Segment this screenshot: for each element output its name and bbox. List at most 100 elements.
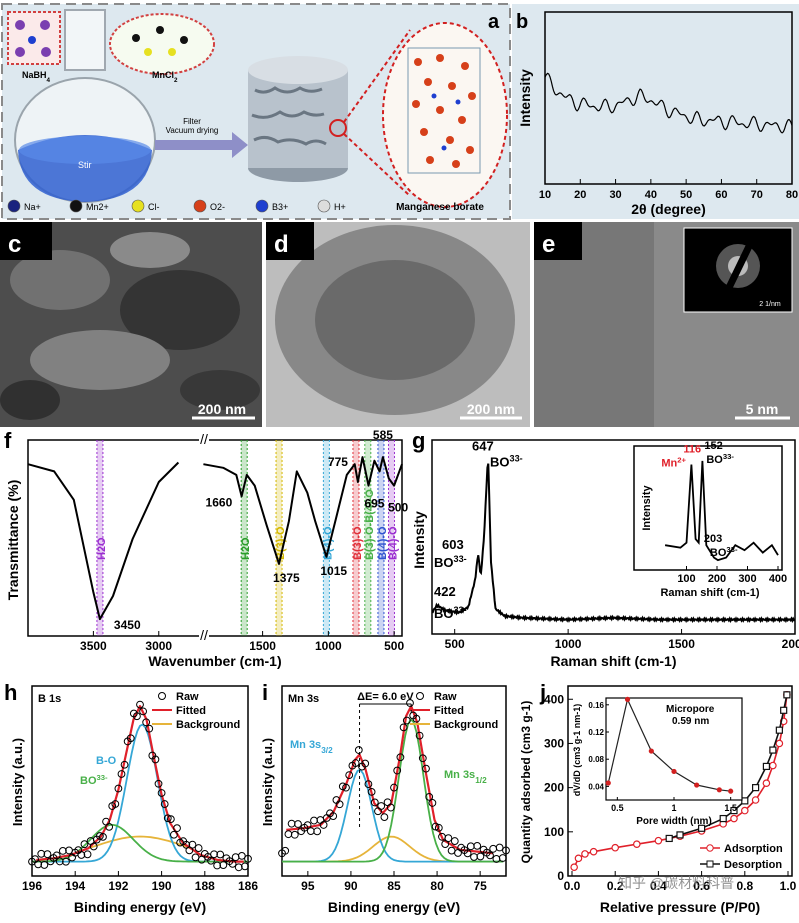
isotherm-point-0-14 [769,761,777,770]
raw-point-panel-i-40 [406,699,414,707]
mncl2-molecule [132,26,188,56]
isotherm-point-1-3 [769,746,777,754]
x-tick-label-g-1: 1000 [555,637,582,651]
inset-frame-j [605,697,743,801]
scale-label-d: 200 nm [467,401,515,417]
inset-annotation-j-1: 0.59 nm [672,716,709,727]
plot-frame-panel-h [31,685,249,877]
x-tick-label-f-0: 3500 [80,639,107,653]
raw-point-panel-i-62 [476,852,485,861]
raw-point-panel-i-52 [444,834,453,843]
panel-d-tem: d 200 nm [266,222,530,427]
raw-point-panel-i-65 [486,851,494,860]
arrow-label-drying: Vacuum drying [166,126,219,135]
isotherm-point-0-12 [751,796,760,804]
inset-x-tick-label-j-2: 1.5 [724,803,737,813]
isotherm-point-1-9 [697,824,706,832]
x-tick-label-g-2: 1500 [668,637,695,651]
axis-break-mask-top [199,434,209,446]
x-tick-label-panel-h-3: 190 [152,879,172,893]
plot-frame-f [27,439,403,637]
scale-label-e: 5 nm [746,401,779,417]
band-3 [323,440,330,636]
x-tick-label-b-1: 20 [574,189,586,201]
raw-point-panel-h-61 [216,850,225,859]
x-tick-label-b-0: 10 [539,189,551,201]
y-tick-label-j-2: 200 [544,781,564,795]
band-label-2: B(3)-O [275,526,287,560]
inset-raman-line [664,460,779,562]
crystal-structure [407,47,481,174]
peak-label-g-2: 603 [442,537,464,552]
panel-letter-a: a [488,11,500,33]
raw-point-panel-h-60 [213,861,222,870]
raw-point-panel-i-13 [319,821,328,829]
nabh4-label: NaBH4 [22,70,51,84]
inset-x-tick-label-g-2: 300 [738,573,756,585]
raw-point-panel-i-27 [364,780,373,789]
panel-j-bet: j 0.0 0.2 0.4 0.6 0.8 1.0 0 100 200 300 400 Relativ… [519,680,797,915]
raw-point-panel-i-44 [418,754,427,763]
peak-label-f-6: 585 [373,428,393,442]
isotherm-point-0-13 [762,779,771,788]
raw-point-panel-i-45 [422,764,430,773]
isotherm-point-1-6 [741,797,749,805]
panel-letter-f: f [4,428,12,453]
raw-point-panel-h-59 [210,850,218,859]
peak-label-g-5: BO33- [434,605,467,621]
raw-point-panel-i-38 [399,723,408,732]
raw-point-panel-i-46 [425,792,434,801]
panel-e-letter-box [534,222,582,260]
isotherm-point-1-2 [775,726,783,734]
y-tick-label-j-0: 0 [557,869,564,883]
raw-point-panel-i-26 [361,759,370,768]
raw-point-panel-h-65 [228,859,237,868]
raw-point-panel-i-2 [284,830,293,839]
raw-point-panel-h-52 [188,840,197,849]
peak-label-g-3: BO33- [434,554,467,570]
legend-label-panel-h-0: Raw [176,691,199,703]
x-tick-label-panel-i-1: 90 [344,879,358,893]
isotherm-point-1-7 [730,807,738,815]
ftir-line-left [27,461,180,621]
panel-letter-h: h [4,680,17,705]
x-tick-label-panel-h-5: 186 [238,879,258,893]
peak-label-g-1: BO33- [490,453,523,469]
arrow-label-filter: Filter [183,117,201,126]
panel-letter-g: g [412,428,425,453]
raw-point-panel-h-66 [231,853,240,862]
raw-point-panel-h-36 [139,707,147,716]
raw-point-panel-h-8 [52,851,61,860]
x-tick-label-f-4: 500 [384,639,404,653]
x-tick-label-panel-h-0: 196 [22,879,42,893]
y-axis-label-j: Quantity adsorbed (cm3 g-1) [519,701,533,864]
isotherm-point-0-15 [775,739,784,748]
raw-point-panel-i-32 [380,813,389,822]
band-6 [377,440,384,636]
isotherm-point-0-1 [574,854,583,863]
isotherm-point-0-5 [632,840,641,848]
raw-point-panel-i-18 [335,800,344,809]
raw-point-panel-h-17 [80,840,89,849]
inset-y-tick-label-j-3: 0.16 [588,701,604,710]
legend-dot-5 [317,199,331,213]
panel-f-ftir: f ////H2O H2O B(3)-O B(4)-O B(3)-O B(3)-O-B(4… [4,428,408,669]
raw-point-panel-i-68 [495,843,504,852]
raw-point-panel-i-66 [489,844,498,853]
process-arrow [155,132,248,158]
inset-psd-point-0 [605,780,611,786]
inset-psd-point-2 [648,748,654,754]
raw-point-panel-h-35 [136,700,144,709]
legend-marker-raw-panel-i [416,692,424,700]
legend-label-panel-h-1: Fitted [176,705,206,717]
raw-point-panel-i-35 [390,783,398,792]
raw-point-panel-i-42 [412,714,421,723]
component-label-h-1: BO33- [80,773,108,788]
x-axis-label-panel-i: Binding energy (eV) [328,899,460,915]
inset-annotation-j-0: Micropore [666,704,715,715]
inset-y-tick-label-j-0: 0.04 [588,782,604,791]
legend-label-2: Cl- [148,202,160,212]
raw-point-panel-i-29 [370,798,379,807]
raw-point-panel-h-45 [166,815,175,824]
inset-peak-label-g-5: BO33- [710,545,738,560]
